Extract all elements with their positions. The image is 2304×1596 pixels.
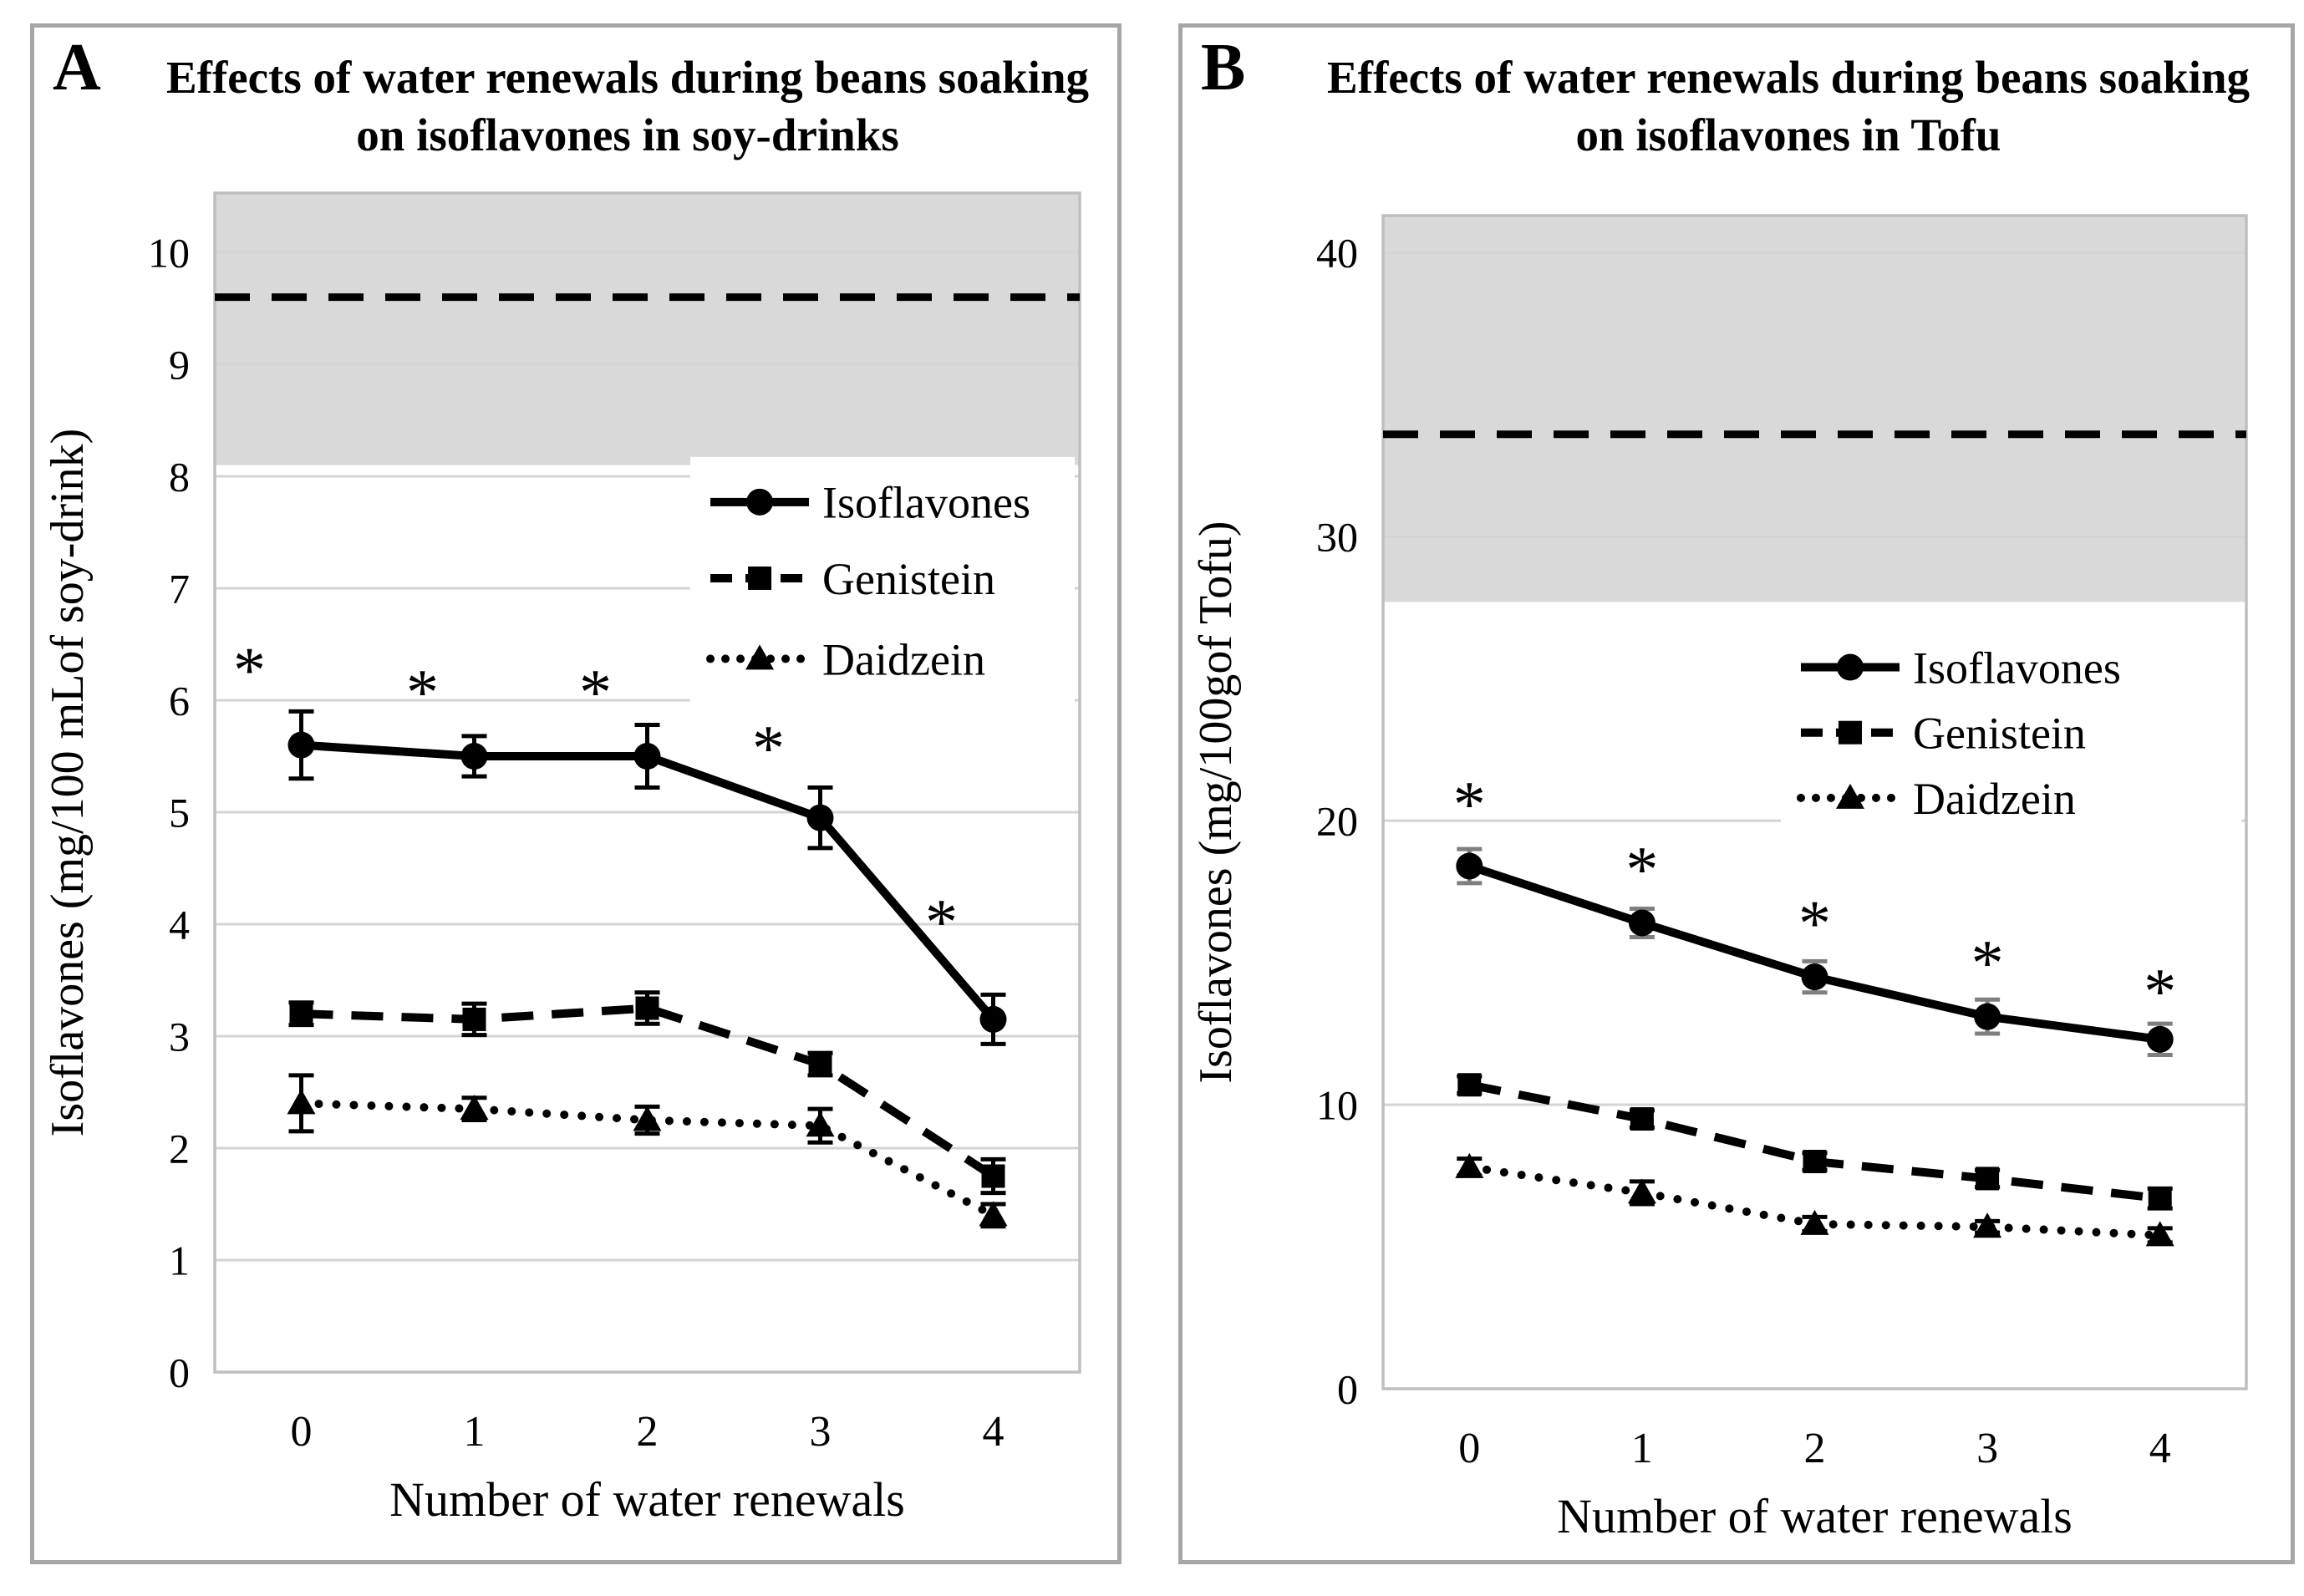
svg-text:*: * — [2144, 955, 2176, 1028]
svg-text:*: * — [579, 656, 612, 729]
legend-item-isoflavones: Isoflavones — [710, 478, 1030, 528]
svg-text:*: * — [1625, 832, 1658, 905]
series-genistein — [1457, 1073, 2173, 1211]
series-isoflavones — [287, 709, 1007, 1046]
svg-text:4: 4 — [983, 1408, 1005, 1456]
svg-text:0: 0 — [1458, 1425, 1480, 1472]
svg-text:Genistein: Genistein — [822, 554, 995, 604]
legend-item-daidzein: Daidzein — [1796, 774, 2076, 824]
panel-a-chart: * * * * * Isoflavones Genistein Daidzein 0 1 2 3 4 5 6… — [42, 191, 1081, 1527]
svg-text:40: 40 — [1316, 230, 1358, 277]
svg-text:2: 2 — [169, 1126, 190, 1172]
reference-band — [1383, 216, 2246, 602]
svg-text:8: 8 — [169, 454, 190, 501]
panel-b: B Effects of water renewals during beans… — [1178, 23, 2295, 1564]
svg-text:10: 10 — [148, 230, 190, 277]
svg-text:2: 2 — [1804, 1425, 1826, 1472]
significance-marks: * * * * * — [233, 633, 958, 958]
significance-marks: * * * * * — [1453, 767, 2176, 1027]
svg-text:Daidzein: Daidzein — [822, 634, 985, 684]
svg-text:1: 1 — [464, 1408, 486, 1456]
legend-item-isoflavones: Isoflavones — [1800, 643, 2121, 693]
svg-text:*: * — [1971, 927, 2004, 999]
legend: Isoflavones Genistein Daidzein — [690, 456, 1075, 704]
svg-text:3: 3 — [1976, 1425, 1998, 1472]
panel-b-title: Effects of water renewals during beans s… — [1326, 52, 2251, 160]
svg-text:3: 3 — [169, 1014, 190, 1060]
svg-text:*: * — [406, 656, 439, 729]
svg-text:*: * — [752, 712, 785, 785]
svg-text:3: 3 — [810, 1408, 832, 1456]
svg-text:10: 10 — [1316, 1082, 1358, 1129]
plot-border — [213, 191, 1081, 1374]
svg-text:*: * — [233, 633, 266, 706]
series-daidzein — [1455, 1152, 2174, 1247]
panel-b-label: B — [1201, 31, 1246, 104]
svg-text:0: 0 — [291, 1408, 313, 1456]
svg-text:5: 5 — [169, 790, 190, 836]
panel-a-title: Effects of water renewals during beans s… — [165, 52, 1090, 160]
reference-band — [215, 193, 1080, 465]
svg-text:0: 0 — [1337, 1366, 1358, 1413]
legend-item-daidzein: Daidzein — [706, 634, 985, 684]
svg-text:Isoflavones: Isoflavones — [822, 478, 1030, 528]
plot-border — [1381, 214, 2248, 1390]
legend-item-genistein: Genistein — [710, 554, 995, 604]
x-axis-title: Number of water renewals — [1557, 1489, 2073, 1543]
svg-text:*: * — [1798, 887, 1831, 959]
legend: Isoflavones Genistein Daidzein — [1780, 622, 2241, 843]
svg-text:9: 9 — [169, 342, 190, 389]
series-isoflavones — [1456, 846, 2174, 1058]
legend-item-genistein: Genistein — [1800, 709, 2086, 759]
svg-text:30: 30 — [1316, 514, 1358, 561]
series-daidzein — [287, 1073, 1008, 1229]
panel-b-chart: **** *IsoflavonesGenisteinDaidzein0102030… — [1190, 214, 2248, 1543]
svg-text:*: * — [1453, 767, 1486, 840]
series-genistein — [288, 990, 1006, 1196]
y-axis-title: Isoflavones (mg/100gof Tofu) — [1190, 521, 1242, 1083]
svg-text:2: 2 — [637, 1408, 659, 1456]
svg-text:0: 0 — [169, 1349, 190, 1396]
panel-a: A Effects of water renewals during beans… — [30, 23, 1121, 1564]
svg-text:4: 4 — [169, 902, 190, 948]
svg-text:6: 6 — [169, 678, 190, 724]
x-axis-tick-labels: 0 1 2 3 4 — [1458, 1425, 2170, 1472]
svg-text:Daidzein: Daidzein — [1913, 774, 2076, 824]
svg-text:Genistein: Genistein — [1913, 709, 2086, 759]
svg-text:1: 1 — [169, 1238, 190, 1284]
svg-text:*: * — [925, 885, 958, 958]
y-axis-title: Isoflavones (mg/100 mLof soy-drink) — [42, 429, 94, 1137]
y-axis-tick-labels: 0 1 2 3 4 5 6 7 8 9 10 — [148, 230, 190, 1396]
svg-text:1: 1 — [1631, 1425, 1653, 1472]
svg-text:4: 4 — [2149, 1425, 2171, 1472]
panel-a-label: A — [53, 31, 101, 104]
x-axis-tick-labels: 0 1 2 3 4 — [291, 1408, 1005, 1456]
y-axis-tick-labels: 0 10 20 30 40 — [1316, 230, 1358, 1413]
svg-text:Isoflavones: Isoflavones — [1913, 643, 2121, 693]
gridlines — [215, 251, 1080, 1262]
svg-text:20: 20 — [1316, 798, 1358, 845]
x-axis-title: Number of water renewals — [389, 1472, 905, 1527]
svg-text:7: 7 — [169, 566, 190, 612]
